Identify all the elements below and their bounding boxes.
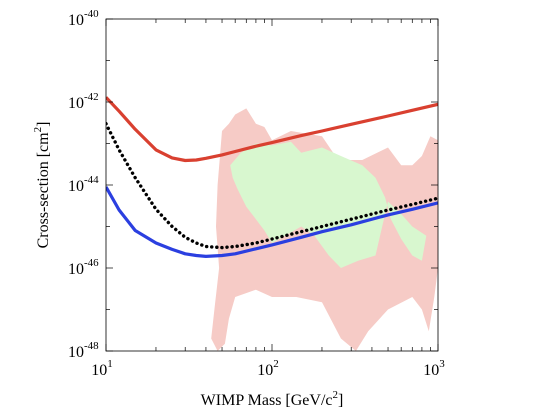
x-tick-label: 101 xyxy=(91,358,113,379)
tick-labels-layer: 101 102 103 10-40 10-42 10-44 10-46 10-48 xyxy=(68,8,445,379)
y-tick-label: 10-46 xyxy=(68,257,99,278)
y-tick-label: 10-48 xyxy=(68,340,99,361)
series-2-line xyxy=(106,122,438,250)
x-tick-label: 103 xyxy=(423,358,445,379)
x-axis-label: WIMP Mass [GeV/c2] xyxy=(201,389,344,409)
series-1-line xyxy=(106,96,438,163)
ticks-layer xyxy=(105,18,439,352)
region-2 xyxy=(230,141,427,268)
y-tick-label: 10-44 xyxy=(68,174,99,195)
y-tick-label: 10-40 xyxy=(68,8,99,29)
series-3-line xyxy=(106,186,438,258)
series-layer xyxy=(106,96,438,258)
y-axis-label: Cross-section [cm2] xyxy=(32,122,52,249)
y-tick-label: 10-42 xyxy=(68,91,99,112)
x-tick-label: 102 xyxy=(257,358,279,379)
